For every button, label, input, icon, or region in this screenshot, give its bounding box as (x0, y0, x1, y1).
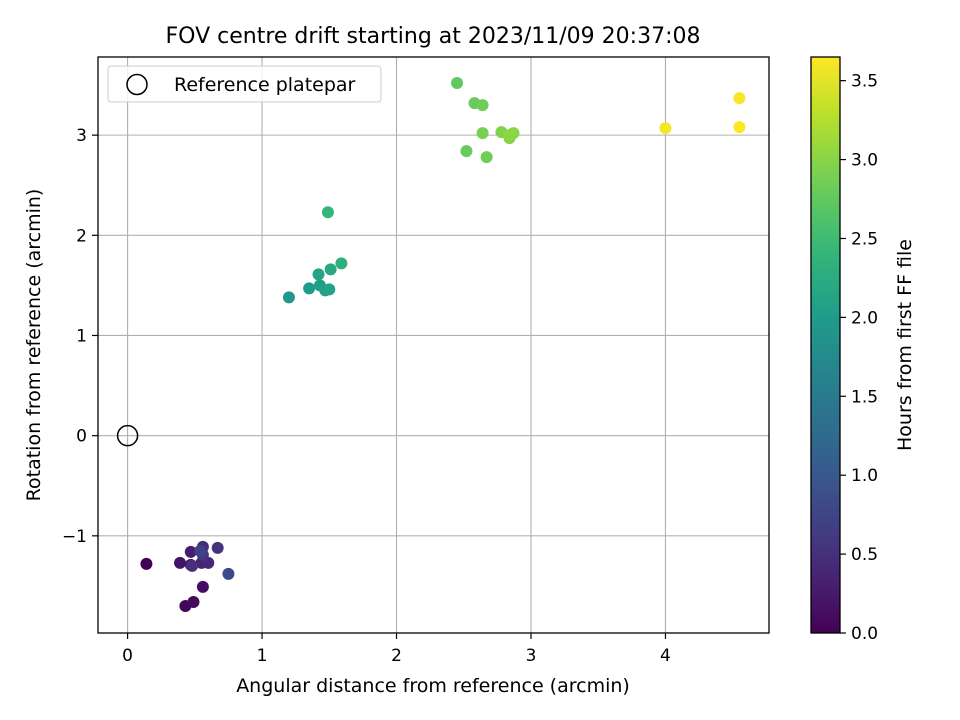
colorbar-tick-label: 3.5 (851, 72, 878, 92)
data-point (460, 145, 473, 158)
data-point (140, 557, 153, 570)
x-tick-label: 0 (122, 646, 133, 666)
data-point (184, 545, 197, 558)
axes-frame (97, 56, 770, 634)
x-tick-label: 1 (257, 646, 268, 666)
chart-title: FOV centre drift starting at 2023/11/09 … (166, 24, 701, 49)
x-tick-label: 3 (526, 646, 537, 666)
data-point (174, 556, 187, 569)
data-point (282, 291, 295, 304)
y-tick-label: 3 (76, 126, 87, 146)
data-point (476, 99, 489, 112)
axes-background (98, 57, 769, 633)
data-point (480, 151, 493, 164)
x-tick-label: 2 (391, 646, 402, 666)
data-point (312, 268, 325, 281)
colorbar-gradient (810, 56, 841, 634)
colorbar-tick-label: 0.0 (851, 624, 878, 644)
data-point (324, 263, 337, 276)
x-axis-ticks: 0 1 2 3 4 (122, 633, 671, 666)
colorbar-tick-label: 1.5 (851, 387, 878, 407)
scatter-points (140, 77, 746, 612)
x-axis-label: Angular distance from reference (arcmin) (236, 675, 630, 697)
y-axis-ticks: −1 0 1 2 3 (62, 126, 98, 547)
data-point (187, 595, 200, 608)
y-tick-label: 0 (76, 427, 87, 447)
legend: Reference platepar (107, 65, 382, 103)
colorbar-tick-label: 2.5 (851, 229, 878, 249)
reference-marker-group (116, 424, 139, 447)
data-point (451, 77, 464, 90)
legend-label: Reference platepar (174, 74, 356, 96)
x-tick-label: 4 (660, 646, 671, 666)
data-point (186, 559, 199, 572)
colorbar-ticks: 0.0 0.5 1.0 1.5 2.0 2.5 3.0 3.5 (840, 72, 878, 644)
data-point (323, 283, 336, 296)
y-tick-label: −1 (62, 527, 87, 547)
data-point (476, 127, 489, 140)
colorbar-label: Hours from first FF file (894, 239, 916, 451)
data-point (503, 129, 516, 142)
reference-marker (116, 424, 139, 447)
plot-area: 0 1 2 3 4 −1 0 1 2 3 (62, 56, 770, 666)
data-point (659, 122, 672, 135)
grid (98, 57, 769, 633)
data-point (335, 257, 348, 270)
data-point (321, 206, 334, 219)
data-point (733, 92, 746, 105)
data-point (196, 580, 209, 593)
y-tick-label: 2 (76, 226, 87, 246)
y-axis-label: Rotation from reference (arcmin) (23, 189, 45, 502)
colorbar-tick-label: 2.0 (851, 308, 878, 328)
data-point (211, 541, 224, 554)
legend-marker (126, 73, 148, 96)
colorbar: 0.0 0.5 1.0 1.5 2.0 2.5 3.0 3.5 Hours from firs… (810, 56, 916, 644)
data-point (194, 544, 207, 557)
data-point (222, 567, 235, 580)
colorbar-tick-label: 3.0 (851, 151, 878, 171)
colorbar-tick-label: 0.5 (851, 545, 878, 565)
data-point (303, 282, 316, 295)
y-tick-label: 1 (76, 326, 87, 346)
legend-box (107, 65, 382, 103)
data-point (733, 121, 746, 134)
colorbar-tick-label: 1.0 (851, 466, 878, 486)
